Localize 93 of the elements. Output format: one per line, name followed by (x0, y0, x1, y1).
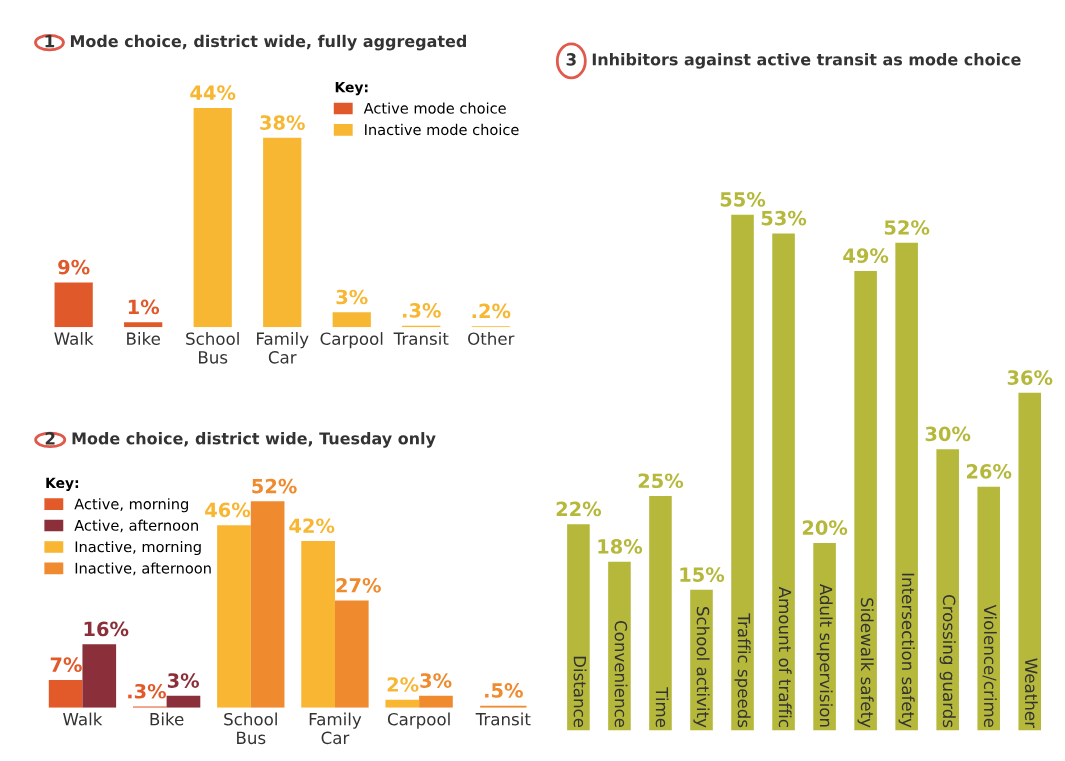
data-label: 46% (205, 502, 251, 518)
data-label: .3% (128, 683, 166, 699)
x-tick-label: Crossing guards (939, 594, 956, 728)
data-label: 25% (638, 473, 684, 489)
x-tick-label: Carpool (320, 332, 383, 349)
chart-title: Mode choice, district wide, Tuesday only (72, 432, 436, 448)
bar (419, 695, 453, 708)
bar (977, 486, 1000, 731)
data-label: .3% (403, 303, 441, 318)
data-label: 18% (598, 539, 643, 554)
bar (608, 561, 631, 731)
legend-title: Key: (335, 82, 368, 96)
data-label: 16% (84, 621, 129, 637)
text: 3 (566, 53, 576, 66)
x-tick-label: Sidewalk safety (857, 598, 874, 728)
x-tick-label: Transit (475, 712, 531, 726)
bar (332, 312, 371, 328)
data-label: 27% (336, 577, 381, 593)
x-tick-label: Other (468, 332, 515, 345)
bar (82, 644, 117, 708)
bar (263, 137, 302, 328)
bar (936, 449, 959, 731)
bar (772, 233, 795, 731)
chart-title: Inhibitors against active transit as mode choice (592, 53, 1021, 69)
legend-label: Active, morning (74, 498, 188, 513)
bar (250, 501, 285, 708)
bar (54, 282, 93, 328)
chart-title: Mode choice, district wide, fully aggregated (70, 34, 466, 51)
bar (217, 525, 251, 708)
data-label: 42% (289, 518, 335, 534)
data-label: 22% (556, 501, 602, 517)
x-tick-label: Time (655, 687, 669, 728)
x-tick-label: Walk (54, 332, 94, 345)
data-label: 20% (802, 520, 848, 536)
text: 1 (45, 35, 55, 48)
x-tick-label: Weather (1024, 658, 1038, 728)
x-tick-label: School Bus (186, 332, 239, 364)
data-label: 36% (1007, 370, 1053, 385)
data-label: .5% (485, 683, 523, 698)
x-tick-label: Family Car (257, 332, 309, 364)
data-label: 52% (884, 220, 930, 235)
x-tick-label: School activity (693, 607, 710, 728)
bar (813, 542, 836, 731)
bar (193, 107, 232, 328)
x-tick-label: Intersection safety (898, 573, 915, 728)
bar (166, 695, 201, 708)
legend-label: Active, afternoon (74, 519, 198, 533)
data-label: 2% (387, 677, 419, 692)
data-label: 3% (420, 673, 452, 688)
data-label: 3% (167, 673, 200, 688)
data-label: 49% (843, 248, 889, 263)
bar (854, 270, 877, 731)
x-tick-label: Distance (573, 656, 587, 728)
data-label: 15% (680, 567, 725, 582)
text: 2 (45, 432, 55, 445)
bar (48, 679, 83, 708)
x-tick-label: Convenience (614, 620, 628, 728)
legend-label: Active mode choice (363, 102, 506, 114)
bar (731, 214, 754, 731)
data-label: 9% (58, 259, 90, 275)
bar (124, 322, 163, 328)
data-label: 1% (128, 299, 160, 315)
data-label: 26% (966, 464, 1012, 479)
x-tick-label: Carpool (387, 712, 450, 729)
bar (567, 524, 590, 731)
data-label: 52% (252, 478, 297, 494)
x-tick-label: Family Car (309, 712, 362, 745)
data-label: 38% (260, 115, 305, 130)
data-label: 3% (336, 289, 368, 305)
x-tick-label: Adult supervision (816, 583, 833, 727)
x-tick-label: Violence/crime (982, 604, 997, 728)
data-label: 44% (190, 85, 236, 101)
data-label: 55% (720, 191, 766, 207)
x-tick-label: Bike (150, 712, 184, 726)
bar (649, 496, 672, 731)
legend-label: Inactive, morning (75, 540, 201, 556)
data-label: 7% (50, 657, 82, 673)
legend-title: Key: (46, 477, 79, 491)
bar (334, 600, 369, 708)
data-label: 30% (925, 426, 971, 442)
x-tick-label: Transit (393, 332, 449, 345)
bar (301, 541, 335, 708)
data-label: 53% (761, 210, 807, 226)
x-tick-label: Traffic speeds (734, 613, 751, 728)
x-tick-label: School Bus (224, 712, 277, 745)
legend-label: Inactive, afternoon (75, 562, 211, 576)
bar (895, 242, 918, 731)
data-label: .2% (472, 303, 511, 319)
legend-label: Inactive mode choice (365, 123, 519, 136)
bar (1018, 392, 1042, 731)
x-tick-label: Walk (63, 712, 103, 726)
x-tick-label: Amount of traffic (778, 586, 792, 727)
x-tick-label: Bike (127, 332, 160, 345)
